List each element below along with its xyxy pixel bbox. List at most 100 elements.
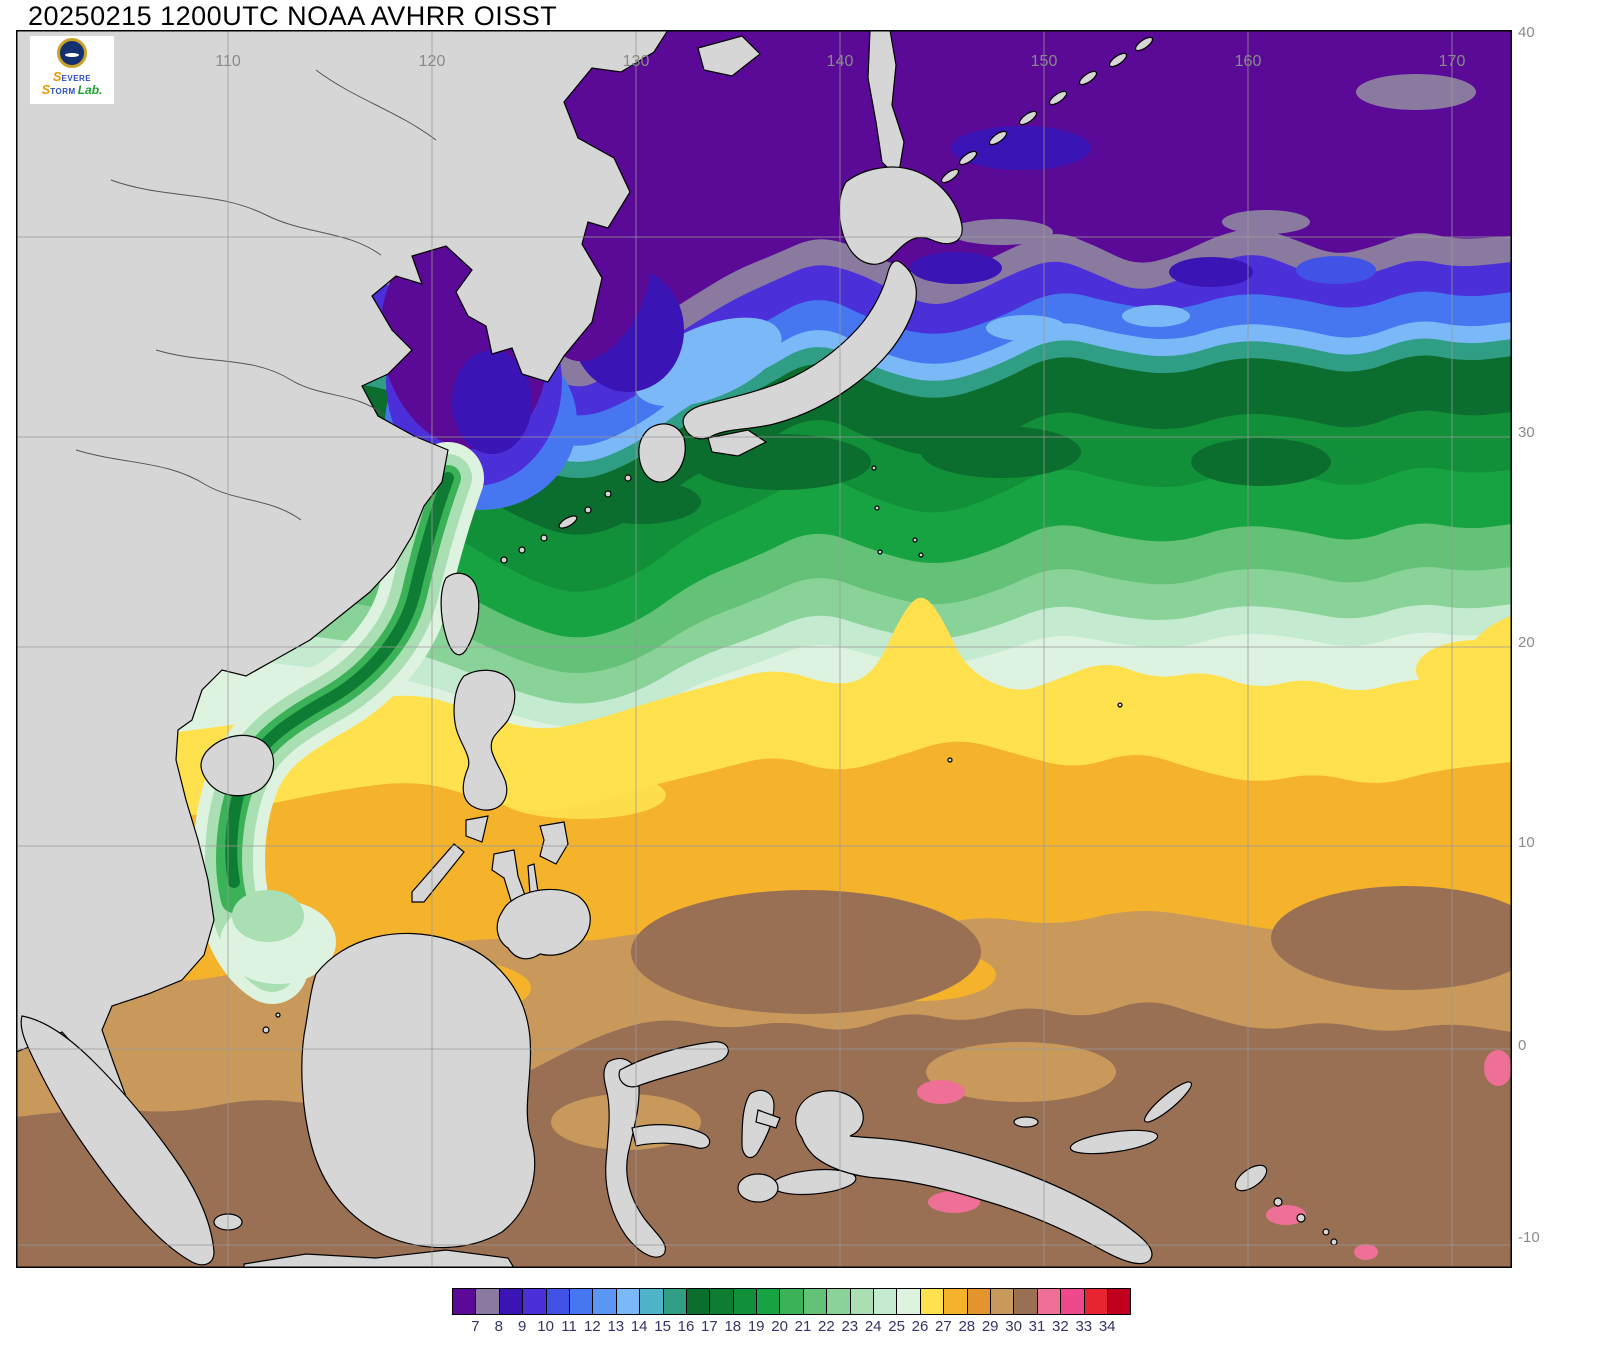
dark-green-patch [921, 426, 1081, 478]
colorbar-cell [1037, 1289, 1062, 1314]
eddy [951, 126, 1091, 170]
land-new-ireland [1143, 1081, 1193, 1123]
land-sumatra [20, 1015, 215, 1266]
colorbar-cell [1107, 1289, 1131, 1314]
colorbar-cell [640, 1289, 664, 1314]
yellow-sea-dark-core [452, 350, 532, 454]
dark-green-patch [1191, 438, 1331, 486]
lat-tick-label: 10 [1518, 834, 1535, 851]
storm-lab-logo: SEVERE STORM Lab. [30, 36, 114, 104]
land-hainan [200, 734, 275, 797]
land-samar-leyte [539, 821, 569, 865]
land-luzon [453, 669, 516, 811]
noaa-logo-icon [57, 38, 87, 68]
colorbar-tick-label: 28 [958, 1318, 976, 1335]
colorbar-tick-label: 18 [724, 1318, 742, 1335]
graticule [16, 30, 1512, 1268]
land-solomon [1296, 1213, 1306, 1223]
land-kuril-islands [940, 36, 1154, 184]
eddy [986, 315, 1066, 341]
island-dot [1117, 702, 1123, 708]
colorbar-tick-label: 23 [841, 1318, 859, 1335]
colorbar-tick-label: 9 [518, 1318, 527, 1335]
landmasses [15, 29, 1338, 1269]
warm-pink-spot [928, 1191, 980, 1213]
colorbar-cell [944, 1289, 968, 1314]
eddy [1122, 305, 1190, 327]
colorbar-cell [733, 1289, 758, 1314]
river-line [315, 69, 437, 141]
land-borneo [301, 932, 536, 1249]
cold-tongue-end [232, 890, 304, 942]
land-mindoro [465, 815, 489, 843]
brown-patch [631, 890, 981, 1014]
eddy [1356, 74, 1476, 110]
colorbar-cell [499, 1289, 524, 1314]
colorbar-tick-label: 27 [935, 1318, 952, 1335]
warm-pink-spot [1484, 1050, 1512, 1086]
sst-map: 110 120 130 140 150 160 170 [15, 29, 1541, 1331]
land-kyushu [638, 423, 686, 483]
colorbar-cell [920, 1289, 945, 1314]
colorbar-tick-label: 22 [818, 1318, 835, 1335]
colorbar-tick-label: 30 [1005, 1318, 1022, 1335]
colorbar-tick-label: 11 [561, 1318, 577, 1335]
lat-tick-label: 20 [1518, 634, 1535, 651]
warm-pink-spot [917, 1080, 965, 1104]
colorbar-tick-label: 21 [794, 1318, 812, 1335]
logo-word: Lab. [77, 83, 103, 97]
colorbar-cell [476, 1289, 500, 1314]
land-halmahera-arm [755, 1109, 781, 1129]
warm-pink-spot [1354, 1244, 1378, 1260]
tan-patch [926, 1042, 1116, 1102]
colorbar-tick-label: 20 [771, 1318, 788, 1335]
map-border [16, 30, 1512, 1268]
lon-tick-label: 120 [419, 53, 446, 70]
colorbar-cell [827, 1289, 851, 1314]
lon-tick-label: 170 [1439, 53, 1466, 70]
colorbar-tick-label: 25 [888, 1318, 905, 1335]
colorbar-cells [452, 1288, 1132, 1315]
colorbar-tick-label: 8 [494, 1318, 503, 1335]
logo-word: EVERE [61, 74, 92, 83]
eddy [949, 219, 1053, 245]
map-frame: 110 120 130 140 150 160 170 [15, 29, 1541, 1331]
colorbar-cell [453, 1289, 477, 1314]
river-line [110, 179, 382, 256]
land-mainland-asia [15, 29, 670, 1163]
land-solomon [1322, 1228, 1330, 1236]
lon-tick-label: 110 [215, 53, 241, 70]
colorbar-cell [546, 1289, 570, 1314]
land-solomon [1330, 1238, 1338, 1246]
colorbar-tick-label: 10 [537, 1318, 554, 1335]
colorbar-tick-label: 31 [1028, 1318, 1046, 1335]
lat-tick-label: 30 [1518, 424, 1535, 441]
colorbar-cell [616, 1289, 641, 1314]
colorbar-cell [593, 1289, 617, 1314]
lat-tick-label: 0 [1518, 1037, 1527, 1054]
eddy [1169, 257, 1253, 287]
river-line [75, 449, 302, 521]
lat-tick-label: 40 [1518, 24, 1535, 41]
colorbar-tick-label: 16 [677, 1318, 695, 1335]
colorbar-cell [710, 1289, 734, 1314]
logo-letter: S [41, 82, 51, 97]
brown-patch [1271, 886, 1541, 990]
land-bougainville [1234, 1164, 1268, 1192]
land-ryukyu-islands [500, 474, 632, 564]
dark-green-patch [581, 480, 701, 524]
colorbar-cell [803, 1289, 828, 1314]
island-dot [947, 757, 953, 763]
storm-lab-logo-text: SEVERE STORM Lab. [30, 70, 114, 96]
land-palawan [411, 843, 465, 903]
longitude-labels: 110 120 130 140 150 160 170 [215, 53, 1465, 70]
logo-letter: S [52, 69, 62, 84]
land-sulawesi [603, 1057, 666, 1258]
colorbar-cell [850, 1289, 875, 1314]
colorbar: 7 8 9 10 11 12 13 14 15 16 17 18 19 20 21 22 23 24 25 26 27 2… [452, 1288, 1132, 1340]
eddy [1222, 210, 1310, 234]
colorbar-cell [897, 1289, 921, 1314]
colorbar-tick-label: 14 [630, 1318, 648, 1335]
warm-pink-spot [1266, 1205, 1306, 1225]
